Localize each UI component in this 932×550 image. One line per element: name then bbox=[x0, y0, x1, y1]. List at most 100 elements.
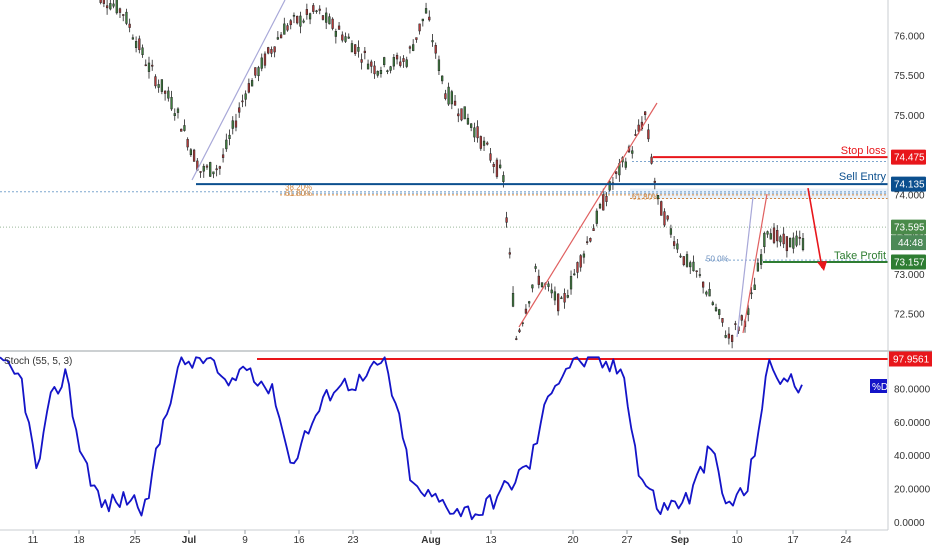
candle-body bbox=[718, 309, 721, 315]
candle-body bbox=[221, 154, 225, 158]
candle bbox=[218, 165, 222, 175]
candle-body bbox=[557, 293, 560, 312]
candle bbox=[602, 188, 605, 211]
candle bbox=[795, 230, 798, 248]
candle bbox=[183, 119, 186, 132]
candle bbox=[698, 267, 702, 278]
stoch-series-badge: %D bbox=[870, 379, 888, 393]
candle-body bbox=[292, 14, 296, 17]
candle bbox=[415, 37, 418, 43]
candle bbox=[131, 34, 135, 40]
stochastic-panel[interactable] bbox=[0, 356, 888, 521]
candle-body bbox=[689, 262, 692, 268]
candle-body bbox=[682, 256, 685, 266]
stochastic-axis[interactable]: 80.0000 60.0000 40.0000 20.0000 0.0000 97.956… bbox=[870, 351, 932, 530]
candle bbox=[354, 44, 357, 56]
candle-body bbox=[759, 254, 763, 265]
candle-body bbox=[379, 70, 383, 75]
candle-body bbox=[476, 126, 479, 139]
candle bbox=[405, 56, 408, 69]
candle bbox=[386, 69, 389, 75]
candle-body bbox=[231, 120, 234, 129]
candle-body bbox=[112, 3, 115, 7]
candle-body bbox=[157, 84, 160, 88]
candle-body bbox=[524, 308, 528, 314]
candle bbox=[492, 161, 495, 174]
candle bbox=[289, 18, 292, 30]
stoch-level-badge[interactable]: 97.9561 bbox=[889, 351, 932, 367]
candle bbox=[685, 251, 689, 268]
candle bbox=[421, 18, 424, 27]
badge-bg bbox=[891, 219, 926, 235]
candle bbox=[112, 0, 115, 9]
candle-body bbox=[176, 108, 180, 113]
stoch-d-line bbox=[0, 356, 803, 521]
time-axis[interactable]: 11 18 25 Jul 9 16 23 Aug 13 20 27 Sep 10 17 24 bbox=[28, 530, 852, 546]
candle bbox=[138, 35, 141, 54]
candle-body bbox=[428, 16, 431, 21]
candle bbox=[292, 12, 296, 24]
candle bbox=[373, 61, 376, 79]
candle-body bbox=[244, 93, 247, 100]
candle-body bbox=[457, 113, 460, 117]
badge-bg bbox=[891, 254, 926, 270]
candle-body bbox=[434, 45, 437, 54]
candle bbox=[263, 51, 267, 69]
candle-body bbox=[260, 57, 263, 69]
candle bbox=[325, 7, 328, 30]
sell-entry-label: Sell Entry bbox=[839, 171, 887, 183]
stop-loss-price-badge[interactable]: 74.475 bbox=[891, 149, 926, 165]
candle-body bbox=[660, 201, 663, 216]
candle bbox=[724, 330, 727, 339]
candle-body bbox=[205, 165, 209, 168]
candle bbox=[586, 236, 589, 245]
candle bbox=[192, 148, 196, 162]
candle-body bbox=[415, 37, 418, 40]
candle-body bbox=[296, 15, 299, 24]
candle bbox=[463, 106, 466, 120]
candle-body bbox=[747, 308, 750, 315]
current-price-badge[interactable]: 73.595 bbox=[891, 219, 926, 235]
candle-body bbox=[105, 5, 109, 9]
candle-body bbox=[360, 59, 363, 63]
candle bbox=[660, 200, 663, 216]
stoch-tick-label: 20.0000 bbox=[894, 485, 931, 496]
candle bbox=[589, 237, 592, 243]
candle bbox=[234, 113, 238, 132]
candle-body bbox=[470, 123, 473, 128]
candle bbox=[305, 3, 308, 20]
candle-body bbox=[234, 120, 238, 128]
stoch-tick-label: 80.0000 bbox=[894, 384, 931, 395]
candle bbox=[141, 44, 144, 58]
candle-body bbox=[650, 156, 653, 164]
candle-body bbox=[315, 10, 318, 13]
price-axis[interactable]: 76.00075.50075.00074.50074.00073.50073.0… bbox=[891, 31, 926, 321]
candle-body bbox=[482, 140, 486, 146]
sell-entry-price-badge[interactable]: 74.135 bbox=[891, 176, 926, 192]
candle bbox=[663, 208, 666, 228]
candle-body bbox=[383, 57, 386, 65]
candle-body bbox=[756, 262, 760, 272]
candle-body bbox=[711, 302, 714, 305]
candle bbox=[412, 39, 415, 52]
candle-body bbox=[122, 14, 125, 16]
candle bbox=[383, 56, 386, 68]
time-tick-label: Jul bbox=[182, 535, 197, 546]
candle bbox=[550, 283, 553, 299]
candle-body bbox=[573, 273, 576, 276]
candle bbox=[460, 108, 463, 122]
candle-body bbox=[750, 292, 753, 295]
candle bbox=[163, 90, 167, 101]
candle-body bbox=[308, 13, 312, 20]
candle-body bbox=[453, 100, 457, 106]
candle-body bbox=[669, 228, 673, 235]
candle-body bbox=[730, 335, 734, 342]
candle-body bbox=[215, 168, 218, 171]
candle-body bbox=[576, 262, 579, 273]
candle bbox=[718, 308, 721, 320]
take-profit-price-badge[interactable]: 73.157 bbox=[891, 254, 926, 270]
candle bbox=[753, 277, 756, 290]
